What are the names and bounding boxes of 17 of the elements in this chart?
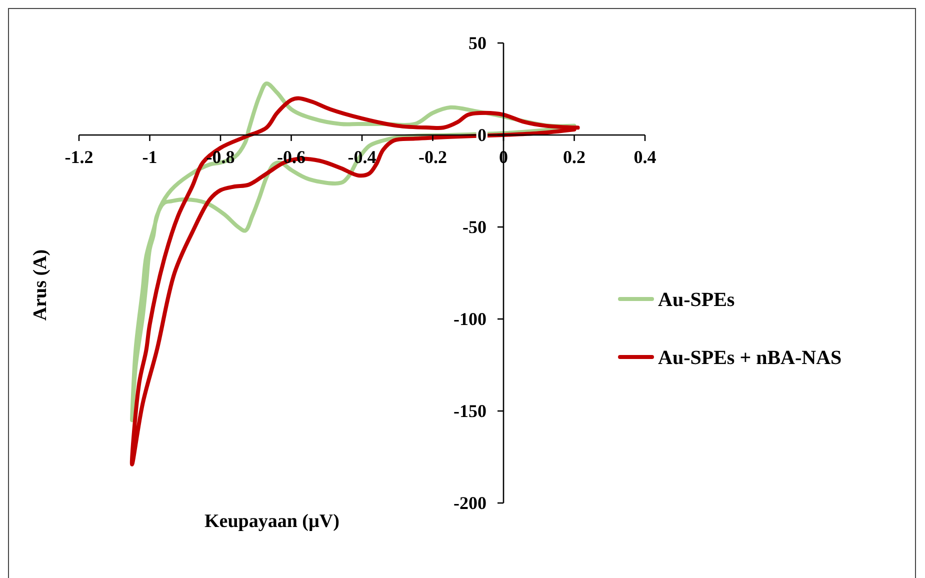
y-tick-label: -150 — [454, 401, 486, 421]
y-tick-label: -100 — [454, 309, 486, 329]
x-tick-label: -0.2 — [418, 147, 447, 167]
legend-label: Au-SPEs + nBA-NAS — [658, 347, 842, 369]
x-tick-label: 0.2 — [563, 147, 586, 167]
y-tick-label: 0 — [478, 125, 486, 145]
y-tick-label: 50 — [468, 33, 486, 53]
x-tick-label: -0.8 — [206, 147, 235, 167]
legend-label: Au-SPEs — [658, 289, 735, 311]
x-tick-label: -1 — [142, 147, 158, 167]
x-tick-label: 0.4 — [634, 147, 656, 167]
x-tick-label: -0.4 — [348, 147, 376, 167]
y-axis-title: Arus (A) — [30, 249, 51, 321]
x-axis-title: Keupayaan (µV) — [204, 511, 340, 532]
x-tick-label: -1.2 — [64, 147, 94, 167]
y-tick-label: -50 — [462, 217, 486, 237]
y-tick-label: -200 — [454, 493, 486, 513]
